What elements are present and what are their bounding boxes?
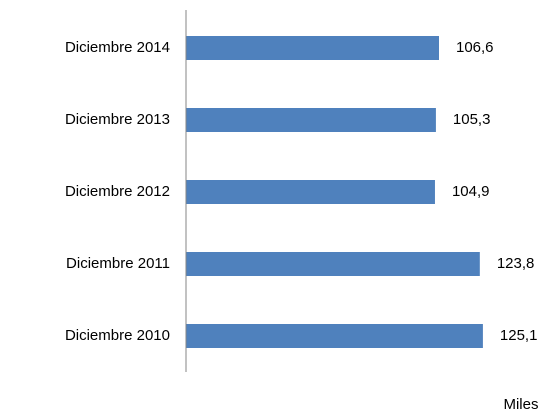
bar <box>186 324 483 348</box>
y-tick-label: Diciembre 2010 <box>65 327 170 344</box>
data-label: 106,6 <box>456 39 494 56</box>
bar <box>186 36 439 60</box>
bar <box>186 252 480 276</box>
data-label: 105,3 <box>453 111 491 128</box>
data-label: 123,8 <box>497 255 535 272</box>
y-tick-label: Diciembre 2011 <box>66 255 170 272</box>
y-tick-label: Diciembre 2014 <box>65 39 170 56</box>
y-tick-label: Diciembre 2013 <box>65 111 170 128</box>
y-tick-label: Diciembre 2012 <box>65 183 170 200</box>
data-label: 125,1 <box>500 327 538 344</box>
bar <box>186 108 436 132</box>
bar <box>186 180 435 204</box>
axis-label: Miles <box>503 396 538 413</box>
data-label: 104,9 <box>452 183 490 200</box>
